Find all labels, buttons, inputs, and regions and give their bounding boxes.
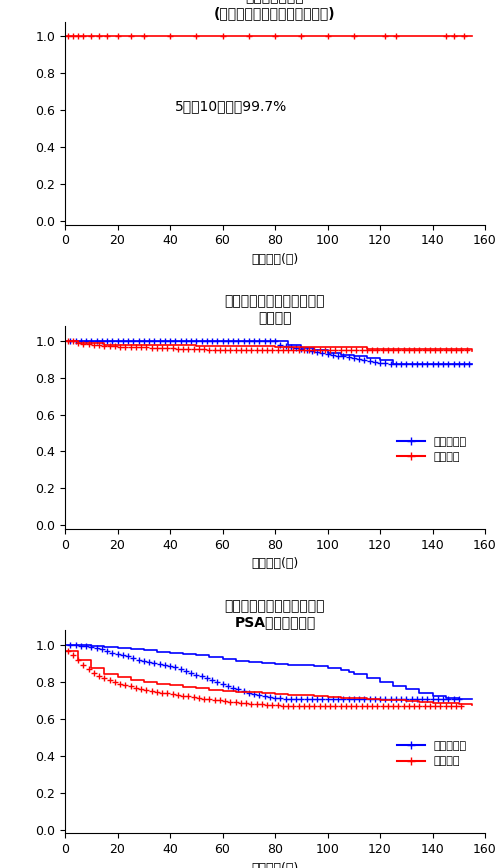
X-axis label: 観察期間(月): 観察期間(月) (252, 557, 298, 570)
X-axis label: 観察期間(月): 観察期間(月) (252, 862, 298, 868)
Title: 全摘手術との治療成績比較
PSAでの非再発率: 全摘手術との治療成績比較 PSAでの非再発率 (225, 599, 325, 629)
Legend: 小線源治療, 全摘手術: 小線源治療, 全摘手術 (392, 432, 471, 467)
Text: 5年・10年とも99.7%: 5年・10年とも99.7% (176, 99, 288, 113)
Legend: 小線源治療, 全摘手術: 小線源治療, 全摘手術 (392, 736, 471, 771)
X-axis label: 観察期間(月): 観察期間(月) (252, 253, 298, 266)
Title: 癌特異的生存率
(前立腺癌では死亡しない確率): 癌特異的生存率 (前立腺癌では死亡しない確率) (214, 0, 336, 21)
Title: 全摘手術との治療成績比較
全生存率: 全摘手術との治療成績比較 全生存率 (225, 294, 325, 325)
